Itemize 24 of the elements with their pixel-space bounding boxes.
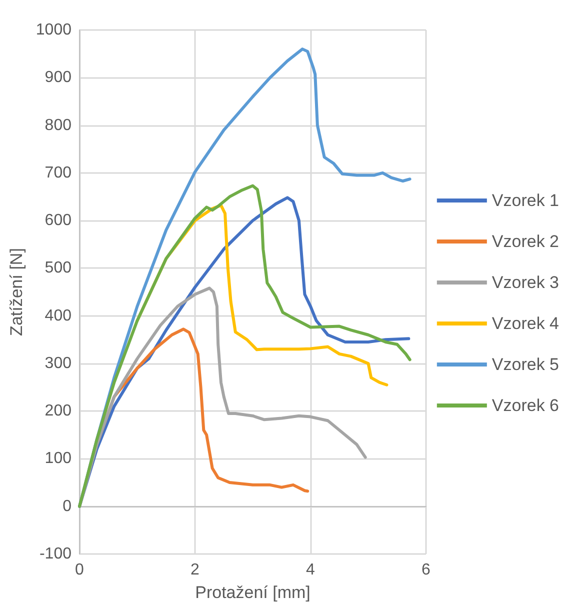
legend-label: Vzorek 1	[492, 191, 560, 210]
y-tick-label: 800	[44, 116, 72, 134]
legend-label: Vzorek 3	[492, 273, 560, 292]
y-tick-label: 700	[44, 164, 72, 182]
y-axis-title: Zatížení [N]	[7, 248, 26, 336]
legend-label: Vzorek 2	[492, 232, 560, 251]
legend-label: Vzorek 4	[492, 314, 560, 333]
y-tick-label: 500	[44, 260, 72, 277]
y-tick-label: -100	[39, 546, 72, 562]
y-tick-label: 600	[44, 212, 72, 230]
legend-label: Vzorek 5	[492, 355, 560, 374]
x-axis-title: Protažení [mm]	[195, 583, 310, 602]
x-tick-label: 2	[190, 562, 200, 578]
y-tick-label: 100	[44, 450, 72, 468]
y-tick-label: 300	[44, 354, 72, 372]
y-tick-label: 200	[44, 402, 72, 420]
x-tick-label: 4	[306, 562, 316, 578]
x-tick-label: 6	[422, 562, 431, 578]
y-tick-label: 0	[62, 498, 72, 515]
y-tick-label: 400	[44, 307, 72, 324]
y-tick-label: 900	[44, 69, 72, 86]
x-tick-label: 0	[75, 562, 84, 578]
legend-label: Vzorek 6	[492, 396, 560, 415]
y-tick-label: 1000	[36, 22, 72, 38]
